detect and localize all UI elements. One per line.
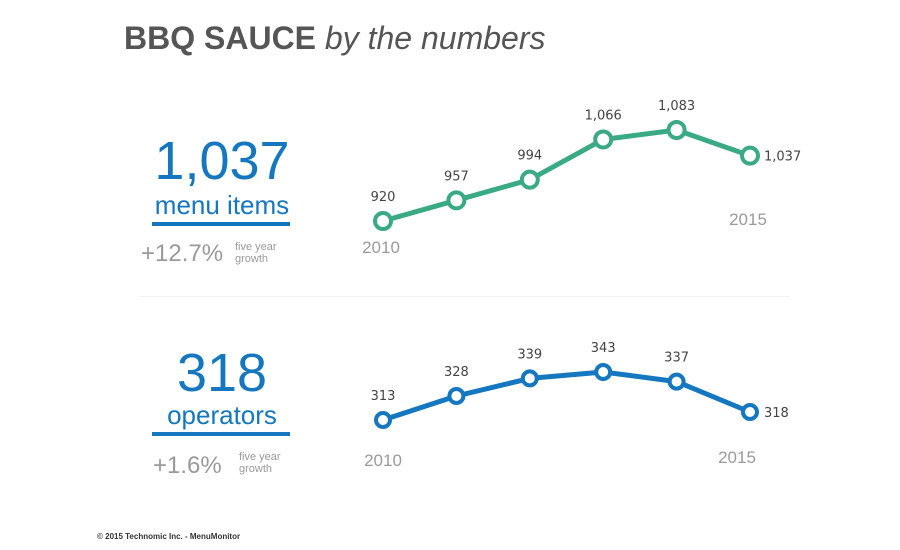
menu-items-underline [152,222,290,226]
data-label: 313 [371,389,396,404]
data-point [594,363,613,381]
title-italic: by the numbers [324,20,546,56]
menu-items-count: 1,037 [154,131,290,191]
data-point [447,387,466,405]
data-label: 957 [444,169,469,184]
end-year-label: 2015 [718,448,756,467]
data-label: 318 [764,406,789,421]
data-label: 339 [517,347,542,362]
data-label: 328 [444,365,469,380]
operators-growth-note-line2: growth [239,463,273,475]
data-label: 337 [664,351,689,366]
start-year-label: 2010 [362,238,400,257]
data-point [740,145,760,166]
data-label: 994 [517,149,542,164]
data-point [519,169,540,190]
data-label: 343 [591,341,616,356]
data-point [520,369,539,388]
copyright-footer: © 2015 Technomic Inc. - MenuMonitor [97,532,241,541]
menu-items-line-chart: 920 957 994 1,066 1,083 1,037 2010 2015 [362,99,801,257]
menu-items-growth: +12.7% [141,240,224,267]
operators-unit: operators [167,400,277,430]
menu-items-growth-note-line2: growth [235,253,269,265]
title-bold: BBQ SAUCE [124,20,317,56]
data-point [593,129,614,150]
menu-items-growth-note-line1: five year [235,241,277,253]
series-line [382,369,751,423]
operators-growth: +1.6% [153,452,222,479]
data-label: 1,037 [764,150,801,165]
data-label: 1,083 [658,99,695,114]
menu-items-unit: menu items [154,190,290,220]
data-point [667,372,686,391]
data-point [373,211,393,231]
start-year-label: 2010 [364,451,402,470]
menu-items-growth-note: five year growth [235,241,277,265]
data-point [446,190,467,211]
operators-growth-note: five year growth [239,451,281,475]
page-title: BBQ SAUCE by the numbers [124,20,545,57]
data-label: 920 [371,190,396,205]
panel-divider [140,296,790,297]
data-label: 1,066 [585,108,622,123]
operators-underline [152,432,290,436]
data-point [666,120,687,140]
data-point [374,411,392,429]
series-line [382,127,751,224]
end-year-label: 2015 [729,210,767,229]
data-point [741,403,759,421]
operators-count: 318 [176,343,268,403]
operators-line-chart: 313 328 339 343 337 318 2010 2015 [364,341,789,470]
operators-growth-note-line1: five year [239,451,281,463]
